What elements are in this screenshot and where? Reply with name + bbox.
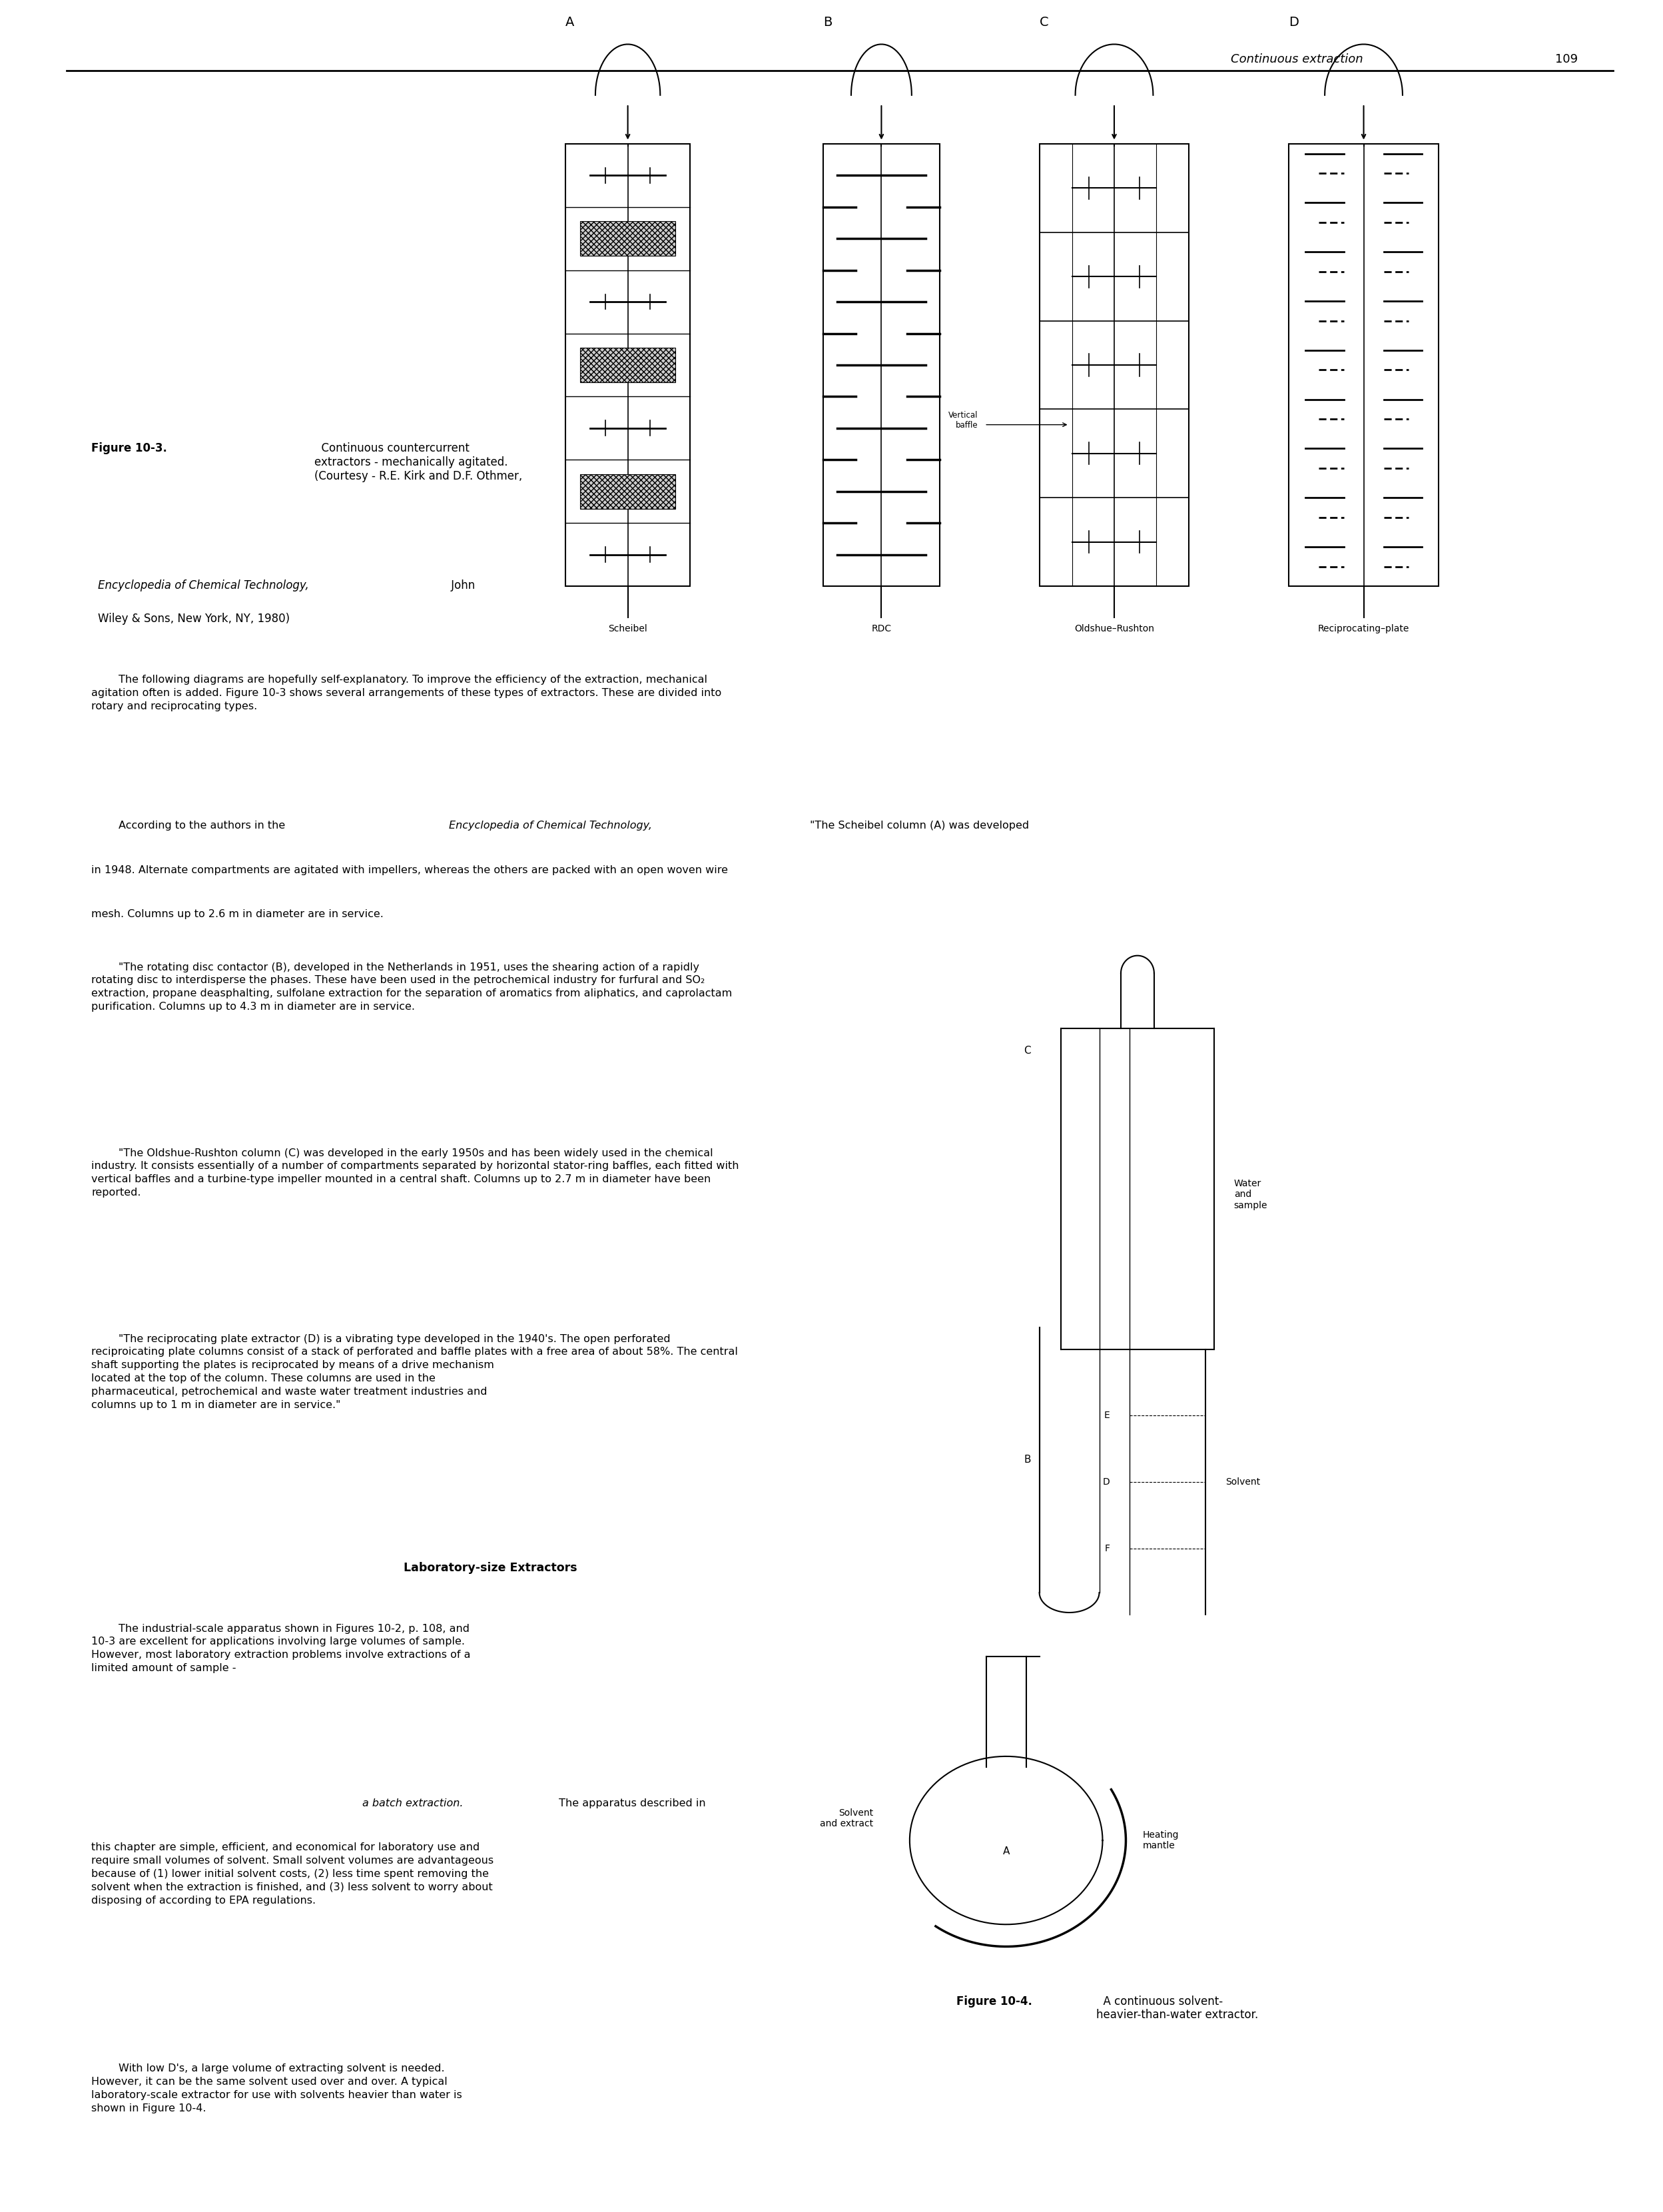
Text: Vertical
baffle: Vertical baffle (948, 411, 978, 429)
Bar (565, 144, 690, 586)
Text: With low D's, a large volume of extracting solvent is needed.
However, it can be: With low D's, a large volume of extracti… (91, 2064, 462, 2112)
Text: in 1948. Alternate compartments are agitated with impellers, whereas the others : in 1948. Alternate compartments are agit… (91, 865, 728, 876)
Text: RDC: RDC (871, 624, 891, 633)
Text: "The reciprocating plate extractor (D) is a vibrating type developed in the 1940: "The reciprocating plate extractor (D) i… (91, 1334, 738, 1409)
Text: this chapter are simple, efficient, and economical for laboratory use and
requir: this chapter are simple, efficient, and … (91, 1843, 494, 1905)
Text: A: A (565, 15, 574, 29)
Bar (1039, 144, 1189, 586)
Text: "The Oldshue-Rushton column (C) was developed in the early 1950s and has been wi: "The Oldshue-Rushton column (C) was deve… (91, 1148, 738, 1197)
Text: C: C (1039, 15, 1048, 29)
Text: mesh. Columns up to 2.6 m in diameter are in service.: mesh. Columns up to 2.6 m in diameter ar… (91, 909, 384, 920)
Text: The following diagrams are hopefully self-explanatory. To improve the efficiency: The following diagrams are hopefully sel… (91, 675, 722, 710)
Text: The industrial-scale apparatus shown in Figures 10-2, p. 108, and
10-3 are excel: The industrial-scale apparatus shown in … (91, 1624, 471, 1672)
Text: Wiley & Sons, New York, NY, 1980): Wiley & Sons, New York, NY, 1980) (98, 613, 289, 624)
Text: Scheibel: Scheibel (609, 624, 647, 633)
Bar (580, 221, 675, 257)
Text: B: B (823, 15, 832, 29)
Text: According to the authors in the: According to the authors in the (91, 821, 289, 832)
Text: E: E (1104, 1411, 1109, 1420)
Text: Encyclopedia of Chemical Technology,: Encyclopedia of Chemical Technology, (98, 580, 309, 591)
Bar (1289, 144, 1438, 586)
Text: F: F (1104, 1544, 1109, 1553)
Text: Figure 10-3.: Figure 10-3. (91, 442, 168, 453)
Text: B: B (1024, 1455, 1031, 1464)
Text: Continuous extraction: Continuous extraction (1231, 53, 1364, 64)
Text: "The Scheibel column (A) was developed: "The Scheibel column (A) was developed (807, 821, 1029, 832)
Bar (823, 144, 940, 586)
Text: Solvent: Solvent (1226, 1478, 1261, 1486)
Text: The apparatus described in: The apparatus described in (555, 1798, 705, 1809)
Text: Reciprocating–plate: Reciprocating–plate (1317, 624, 1410, 633)
Text: John: John (447, 580, 476, 591)
Text: a batch extraction.: a batch extraction. (363, 1798, 464, 1809)
Text: Continuous countercurrent
extractors - mechanically agitated.
(Courtesy - R.E. K: Continuous countercurrent extractors - m… (314, 442, 522, 482)
Text: Encyclopedia of Chemical Technology,: Encyclopedia of Chemical Technology, (449, 821, 652, 832)
Text: Heating
mantle: Heating mantle (1142, 1829, 1179, 1851)
Text: Solvent
and extract: Solvent and extract (820, 1807, 873, 1829)
Bar (580, 347, 675, 383)
Text: Laboratory-size Extractors: Laboratory-size Extractors (404, 1562, 577, 1573)
Text: 109: 109 (1555, 53, 1578, 64)
Text: D: D (1103, 1478, 1109, 1486)
Text: D: D (1289, 15, 1299, 29)
Text: Oldshue–Rushton: Oldshue–Rushton (1074, 624, 1154, 633)
Text: C: C (1024, 1046, 1031, 1055)
Text: A: A (1003, 1847, 1009, 1856)
Text: Figure 10-4.: Figure 10-4. (956, 1995, 1033, 2006)
Bar (580, 473, 675, 509)
Text: Water
and
sample: Water and sample (1234, 1179, 1267, 1210)
Text: "The rotating disc contactor (B), developed in the Netherlands in 1951, uses the: "The rotating disc contactor (B), develo… (91, 962, 732, 1011)
Text: A continuous solvent-
heavier-than-water extractor.: A continuous solvent- heavier-than-water… (1096, 1995, 1257, 2022)
